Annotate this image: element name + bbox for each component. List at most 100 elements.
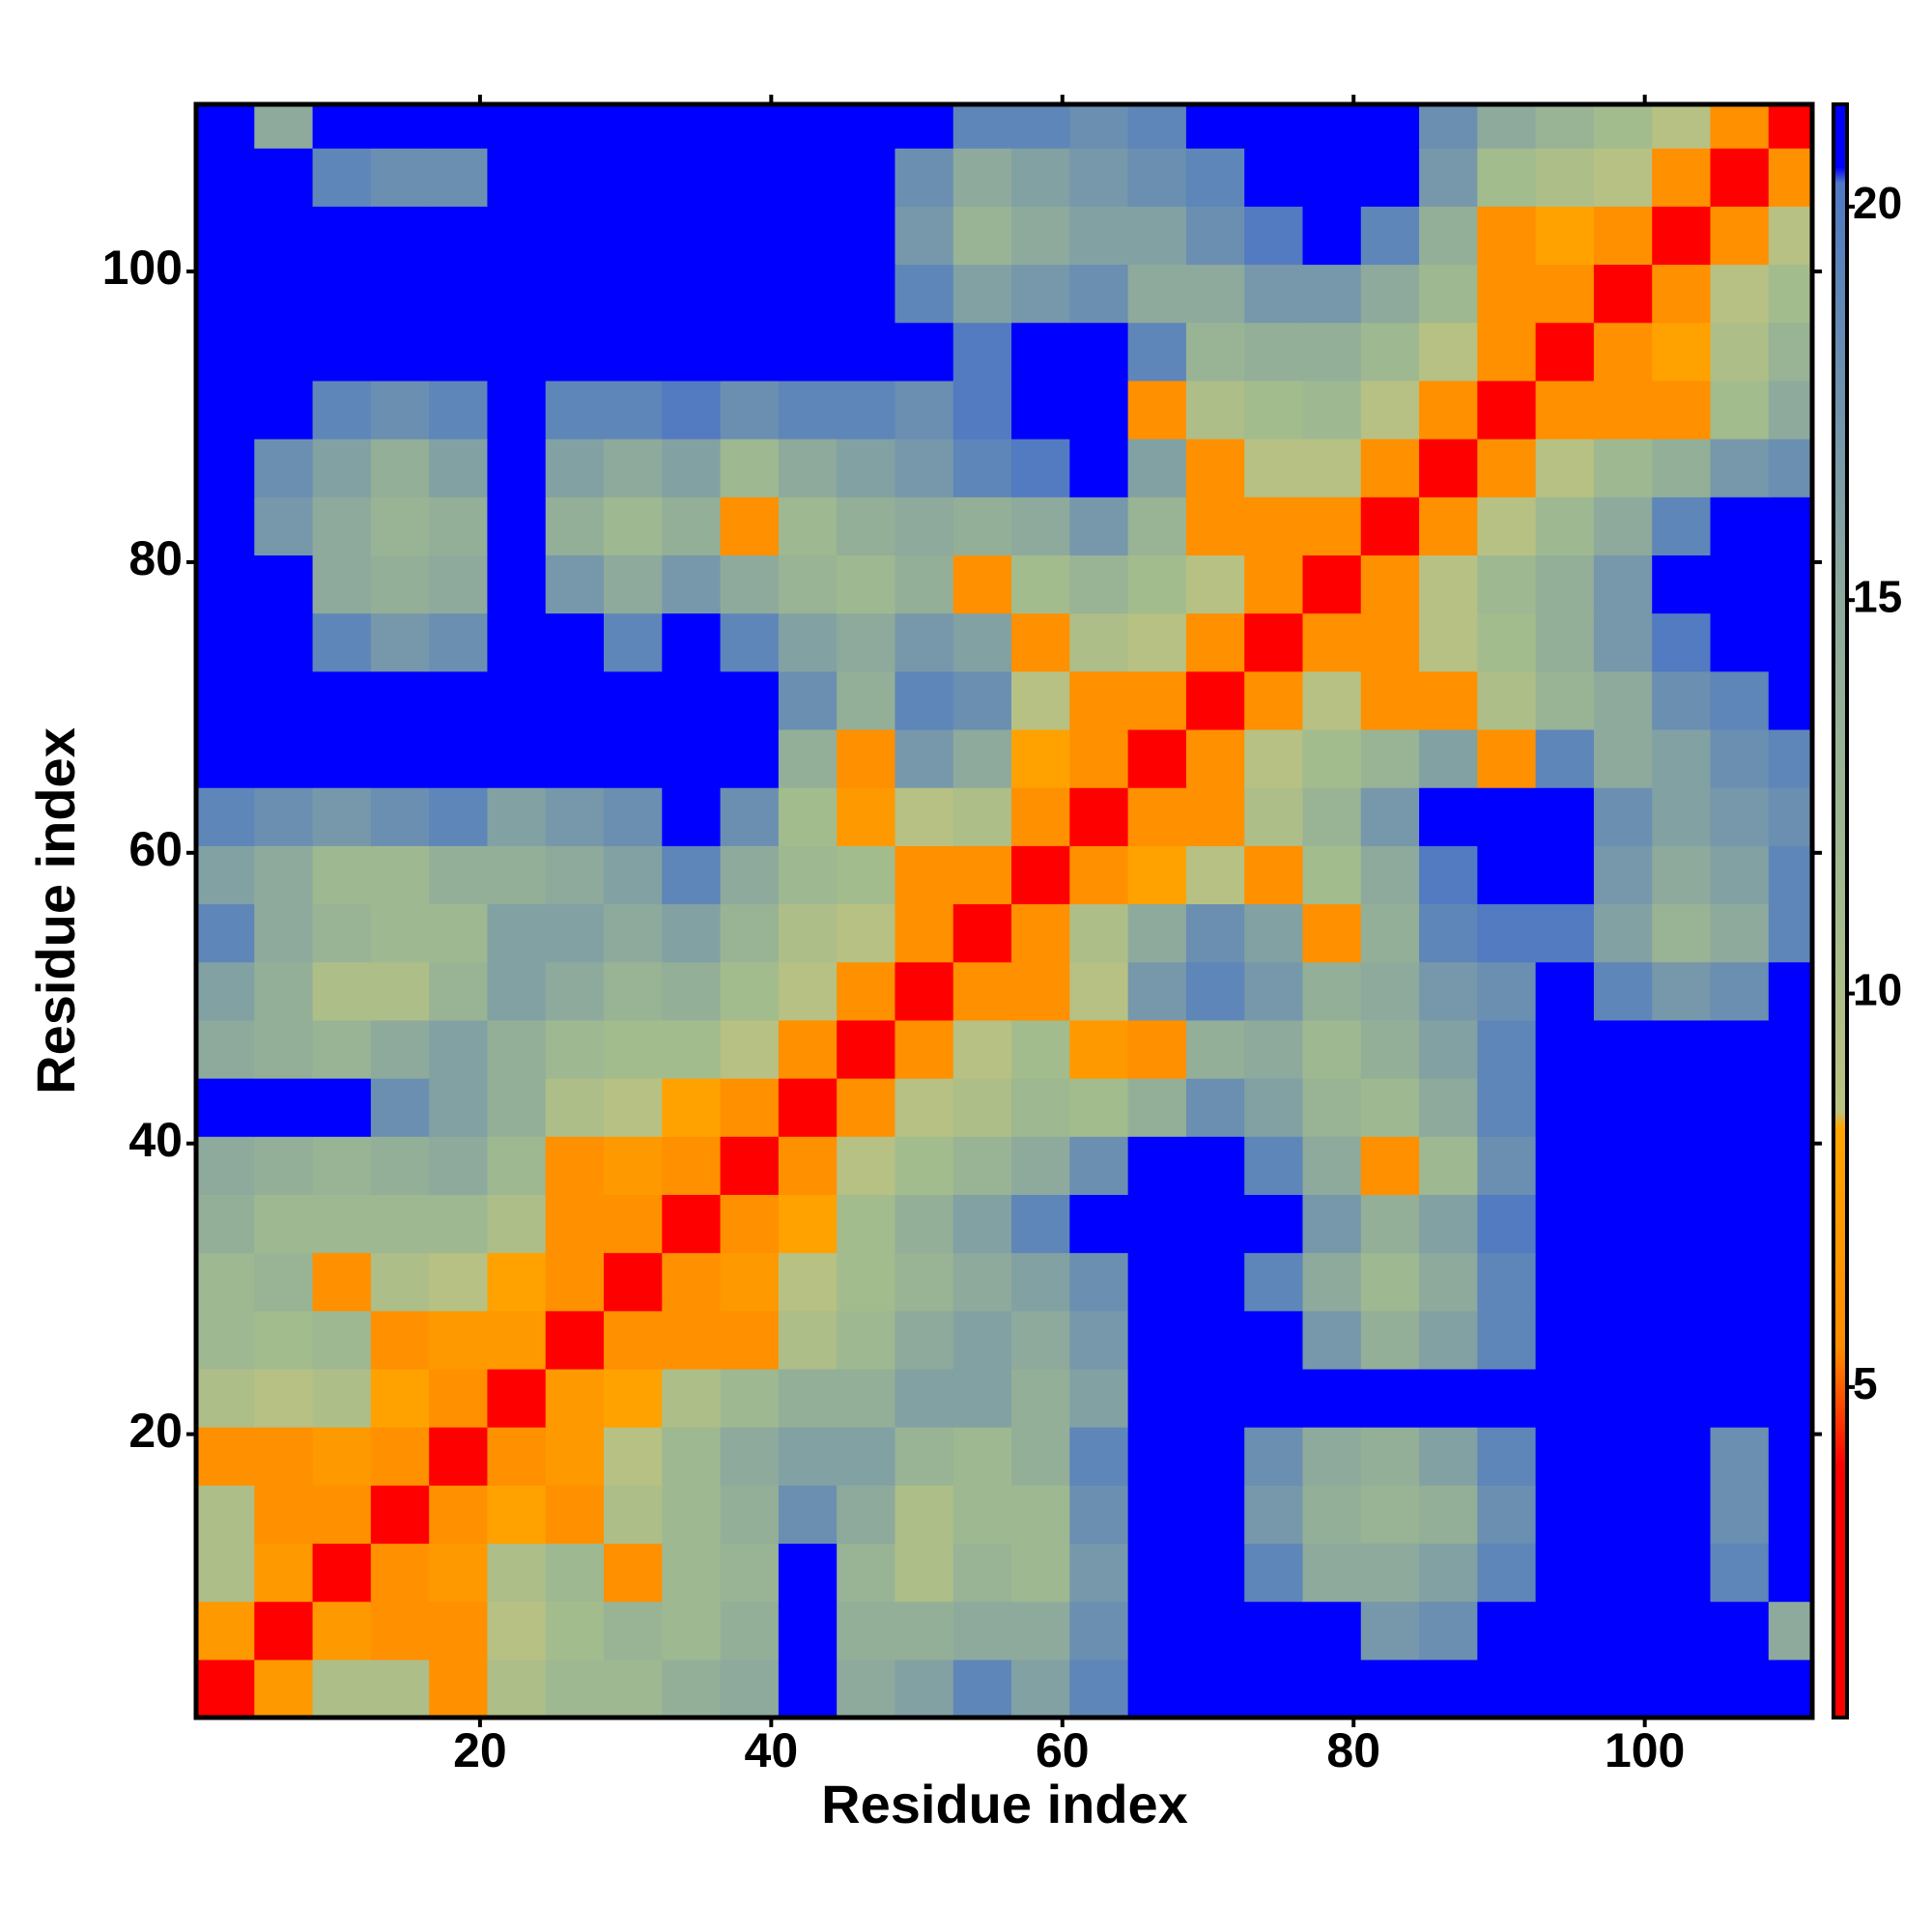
heatmap-cell <box>1593 1252 1653 1312</box>
heatmap-cell <box>196 1601 255 1661</box>
heatmap-cell <box>1069 903 1129 963</box>
heatmap-cell <box>952 1368 1012 1428</box>
heatmap-cell <box>1768 612 1812 672</box>
heatmap-cell <box>604 1427 663 1486</box>
heatmap-cell <box>895 206 954 266</box>
heatmap-cell <box>895 104 954 149</box>
heatmap-cell <box>429 1427 489 1486</box>
heatmap-cell <box>837 1543 896 1603</box>
heatmap-cell <box>312 1078 372 1137</box>
heatmap-cell <box>545 1368 605 1428</box>
heatmap-cell <box>1244 497 1304 555</box>
heatmap-cell <box>1535 206 1595 266</box>
heatmap-cell <box>778 148 838 207</box>
y-tick-label: 100 <box>102 241 183 295</box>
heatmap-cell <box>1419 380 1478 440</box>
heatmap-cell <box>1710 264 1770 324</box>
heatmap-cell <box>1069 1368 1129 1428</box>
heatmap-cell <box>837 322 896 382</box>
heatmap-cell <box>1244 1601 1304 1661</box>
heatmap-cell <box>1419 1368 1478 1428</box>
heatmap-cell <box>1244 787 1304 846</box>
heatmap-cell <box>1477 1368 1537 1428</box>
heatmap-cell <box>895 1078 954 1137</box>
heatmap-cell <box>952 554 1012 614</box>
heatmap-cell <box>1419 903 1478 963</box>
heatmap-cell <box>254 206 314 266</box>
heatmap-cell <box>1127 380 1187 440</box>
heatmap-cell <box>604 322 663 382</box>
heatmap-cell <box>1069 1252 1129 1312</box>
heatmap-cell <box>895 612 954 672</box>
heatmap-cell <box>662 670 722 730</box>
heatmap-cell <box>312 104 372 149</box>
heatmap-cell <box>1360 1252 1420 1312</box>
heatmap-cell <box>254 612 314 672</box>
heatmap-cell <box>429 728 489 788</box>
colorbar-tick-label: 5 <box>1853 1358 1878 1408</box>
heatmap-cell <box>1768 1543 1812 1603</box>
heatmap-cell <box>895 1485 954 1545</box>
heatmap-cell <box>487 439 547 497</box>
heatmap-cell <box>895 1659 954 1718</box>
heatmap-cell <box>604 612 663 672</box>
x-tick-label: 100 <box>1605 1723 1685 1777</box>
heatmap-cell <box>720 1194 780 1254</box>
heatmap-cell <box>370 148 430 207</box>
heatmap-cell <box>1185 728 1245 788</box>
heatmap-cell <box>254 1659 314 1718</box>
heatmap-cell <box>545 1136 605 1195</box>
heatmap-cell <box>604 206 663 266</box>
heatmap-cell <box>837 1194 896 1254</box>
heatmap-cell <box>1535 497 1595 555</box>
heatmap-cell <box>1069 439 1129 497</box>
heatmap-cell <box>1593 670 1653 730</box>
heatmap-cell <box>487 104 547 149</box>
heatmap-cell <box>429 380 489 440</box>
heatmap-cell <box>952 1659 1012 1718</box>
heatmap-cell <box>1535 845 1595 905</box>
heatmap-cell <box>952 104 1012 149</box>
heatmap-cell <box>1652 728 1712 788</box>
heatmap-cell <box>545 612 605 672</box>
heatmap-cell <box>895 380 954 440</box>
heatmap-cell <box>720 903 780 963</box>
heatmap-cell <box>1244 554 1304 614</box>
heatmap-cell <box>196 104 255 149</box>
heatmap-cell <box>254 1019 314 1079</box>
heatmap-cell <box>1419 1659 1478 1718</box>
heatmap-cell <box>487 845 547 905</box>
heatmap-cell <box>1360 1136 1420 1195</box>
heatmap-cell <box>1302 670 1362 730</box>
heatmap-cell <box>1593 1368 1653 1428</box>
heatmap-cell <box>604 380 663 440</box>
heatmap-cell <box>545 206 605 266</box>
heatmap-cell <box>837 1659 896 1718</box>
heatmap-cell <box>1768 1019 1812 1079</box>
heatmap-cell <box>720 1310 780 1370</box>
heatmap-cell <box>254 497 314 555</box>
heatmap-cell <box>1593 612 1653 672</box>
heatmap-cell <box>254 1310 314 1370</box>
heatmap-cell <box>545 439 605 497</box>
heatmap-cell <box>1185 1252 1245 1312</box>
heatmap-cell <box>662 787 722 846</box>
heatmap-cell <box>545 787 605 846</box>
heatmap-cell <box>1710 961 1770 1021</box>
heatmap-cell <box>429 1078 489 1137</box>
heatmap-cell <box>604 264 663 324</box>
heatmap-cell <box>1185 1194 1245 1254</box>
heatmap-cell <box>312 497 372 555</box>
heatmap-cell <box>370 1543 430 1603</box>
heatmap-cell <box>1302 903 1362 963</box>
heatmap-cell <box>487 1078 547 1137</box>
heatmap-cell <box>1652 1136 1712 1195</box>
heatmap-cell <box>1768 148 1812 207</box>
heatmap-cell <box>1419 670 1478 730</box>
heatmap-cell <box>1069 1194 1129 1254</box>
heatmap-cell <box>1069 1659 1129 1718</box>
heatmap-cell <box>1593 554 1653 614</box>
heatmap-cell <box>370 961 430 1021</box>
heatmap-cell <box>1244 1368 1304 1428</box>
heatmap-cell <box>895 961 954 1021</box>
